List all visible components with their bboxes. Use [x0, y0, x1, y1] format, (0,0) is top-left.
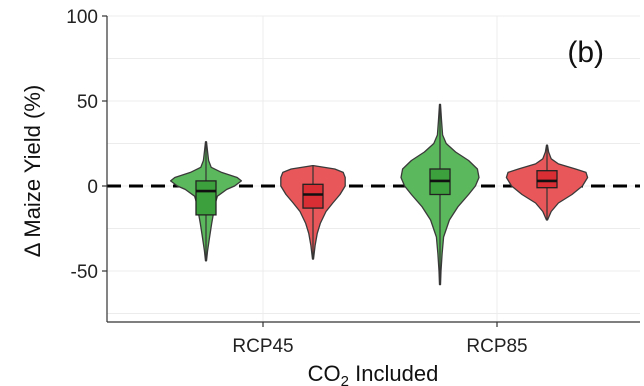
box [536, 170, 558, 189]
y-tick-label: -50 [71, 262, 98, 283]
violins [169, 103, 589, 286]
y-tick-label: 100 [66, 7, 98, 28]
x-ticks: RCP45 RCP85 [232, 322, 528, 357]
x-tick-label: RCP45 [232, 336, 293, 357]
y-axis-title: Δ Maize Yield (%) [20, 85, 45, 257]
y-ticks: -50 0 50 100 [66, 7, 107, 283]
box [302, 183, 324, 209]
box [195, 180, 217, 216]
y-tick-label: 50 [77, 92, 98, 113]
x-axis-title: CO2 Included [308, 361, 439, 386]
x-axis-title-main: CO [308, 361, 341, 386]
y-tick-label: 0 [87, 177, 98, 198]
x-axis-title-subscript: 2 [341, 373, 349, 386]
x-axis-title-rest: Included [349, 361, 438, 386]
panel-label: (b) [567, 36, 604, 69]
x-tick-label: RCP85 [466, 336, 527, 357]
